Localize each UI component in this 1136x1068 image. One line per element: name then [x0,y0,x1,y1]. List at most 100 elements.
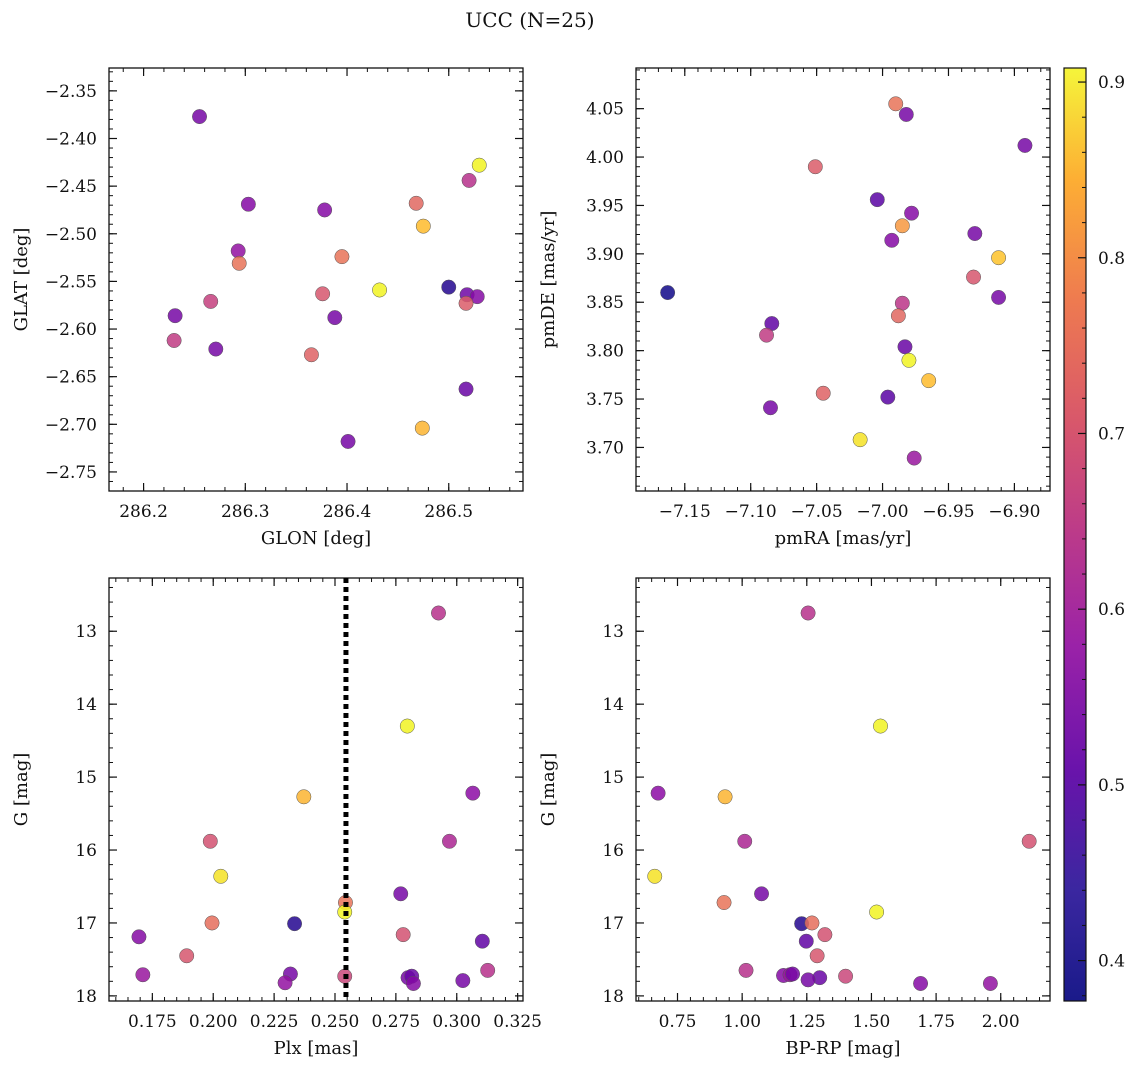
data-point [838,968,854,984]
x-tick-label: 1.00 [723,1012,761,1032]
y-tick-label: 3.95 [586,196,624,216]
data-point [873,718,888,734]
y-axis-label: pmDE [mas/yr] [538,211,559,349]
colorbar: 0.4 0.5 0.6 0.7 0.8 0.9 [1063,67,1125,1002]
data-point [327,310,343,326]
data-point [372,282,388,298]
data-point [894,295,910,311]
data-point [296,789,312,805]
data-point [408,195,424,211]
data-point [469,289,485,305]
colorbar-tick-label: 0.7 [1098,424,1125,444]
data-point [815,385,831,401]
data-point [399,718,415,734]
y-tick-label: −2.50 [45,225,97,245]
figure-title: UCC (N=25) [465,8,594,32]
data-point [967,226,983,241]
data-point [869,192,885,208]
data-point [315,286,331,302]
data-point [179,948,195,964]
data-point [415,218,431,234]
colorbar-gradient [1063,67,1087,1002]
data-point [192,109,207,125]
x-tick-label: 0.300 [432,1012,481,1032]
data-point [650,785,666,801]
y-tick-label: −2.40 [45,130,97,150]
y-tick-label: 18 [602,987,624,1007]
x-tick-label: 286.3 [221,502,270,522]
data-point [804,915,820,931]
data-point [455,973,471,989]
x-tick-label: 1.50 [853,1012,891,1032]
data-point [202,833,218,849]
data-point [204,915,220,931]
data-point [208,341,224,357]
data-point [906,450,922,466]
data-point [800,605,816,621]
y-tick-label: 3.90 [586,245,624,265]
panel-bprp-g: 0.75 1.00 1.25 1.50 1.75 2.00 13 14 15 16 17 18 BP-R… [538,577,1051,1059]
y-axis-label: G [mag] [11,753,32,826]
data-point [458,381,474,397]
data-point [817,927,833,943]
y-tick-label: 3.70 [586,438,624,458]
panel-pmra-pmde: −7.15 −7.10 −7.05 −7.00 −6.95 −6.90 3.70 3.75 3.… [538,67,1051,549]
data-point [921,373,937,389]
colorbar-tick-label: 0.8 [1098,249,1125,269]
data-point [474,933,490,949]
data-point [807,159,823,175]
data-point [738,962,754,978]
x-tick-label: 0.200 [189,1012,238,1032]
plot-frame [108,577,524,1002]
data-point [166,333,182,348]
data-point [287,916,303,932]
data-point [471,157,487,173]
data-point [442,833,457,849]
data-point [869,904,885,920]
y-axis-label: G [mag] [538,753,559,826]
data-point [203,293,219,309]
y-tick-label: 16 [75,841,97,861]
x-tick-label: 0.175 [128,1012,177,1032]
panel-plx-g: 0.175 0.200 0.225 0.250 0.275 0.300 0.325 13 14 1… [11,577,542,1059]
data-point [898,107,914,122]
x-tick-label: 286.2 [119,502,168,522]
data-point [785,966,801,982]
data-point [991,250,1007,266]
data-point [405,976,421,991]
y-tick-label: 3.85 [586,293,624,313]
x-tick-label: −7.15 [659,502,711,522]
data-point [334,249,350,265]
y-tick-label: 15 [75,768,97,788]
x-tick-label: 0.75 [659,1012,697,1032]
data-point [904,205,920,221]
x-tick-label: 1.75 [917,1012,955,1032]
data-point [441,279,457,295]
x-tick-label: 0.325 [493,1012,542,1032]
plot-frame [635,67,1051,492]
data-point [982,976,998,991]
data-point [913,976,929,991]
colorbar-tick-label: 0.9 [1098,73,1125,93]
x-tick-label: 0.225 [250,1012,299,1032]
y-tick-label: −2.55 [45,272,97,292]
y-tick-label: −2.35 [45,82,97,102]
data-point [901,352,917,368]
data-point [393,886,409,902]
data-point [888,96,904,112]
x-tick-label: 0.275 [372,1012,421,1032]
x-tick-label: −7.00 [856,502,908,522]
y-tick-label: 15 [602,768,624,788]
y-tick-label: −2.65 [45,368,97,388]
y-tick-label: 3.80 [586,342,624,362]
data-point [461,172,477,188]
y-tick-label: 13 [602,622,624,642]
y-tick-label: 4.05 [586,100,624,120]
data-point [465,785,481,801]
y-tick-label: −2.45 [45,177,97,197]
data-point [754,886,769,902]
data-point [660,285,676,301]
data-point [480,962,496,978]
data-point [763,400,778,416]
data-point [135,967,151,983]
